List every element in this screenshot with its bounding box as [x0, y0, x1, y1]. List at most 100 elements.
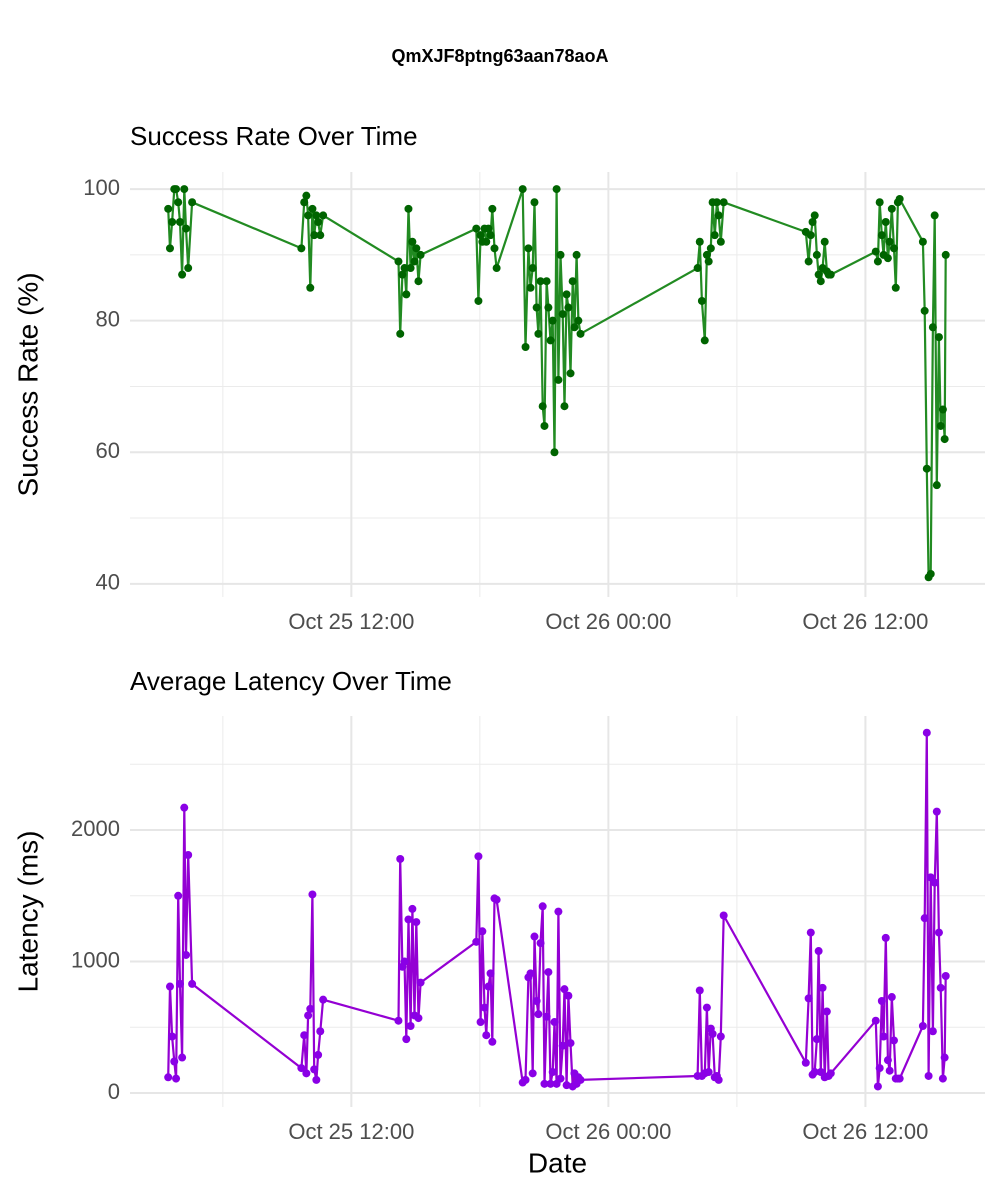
data-point	[472, 224, 481, 233]
data-point	[408, 904, 417, 913]
data-point	[822, 1007, 831, 1016]
data-point	[319, 995, 328, 1004]
data-point	[568, 277, 577, 286]
data-point	[558, 1041, 567, 1050]
data-point	[536, 939, 545, 948]
data-point	[412, 918, 421, 927]
data-point	[492, 895, 501, 904]
data-point	[716, 1032, 725, 1041]
data-point	[484, 982, 493, 991]
data-point	[170, 1057, 179, 1066]
data-point	[881, 218, 890, 226]
data-point	[818, 983, 827, 992]
data-point	[826, 270, 835, 279]
data-point	[319, 211, 328, 220]
data-point	[941, 972, 950, 981]
data-point	[871, 1016, 880, 1025]
data-point	[812, 250, 821, 259]
data-point	[532, 303, 541, 312]
data-point	[704, 1068, 713, 1077]
data-point	[474, 852, 483, 861]
panel-title: Success Rate Over Time	[130, 121, 418, 151]
data-point	[881, 933, 890, 942]
y-tick-label: 40	[96, 570, 120, 595]
data-point	[826, 1069, 835, 1078]
data-point	[302, 191, 311, 200]
data-point	[172, 1074, 181, 1083]
data-point	[704, 257, 713, 266]
data-point	[550, 448, 559, 457]
data-point	[885, 237, 894, 246]
data-point	[478, 927, 487, 936]
data-point	[302, 1069, 311, 1078]
data-point	[188, 198, 197, 207]
data-point	[820, 237, 829, 246]
data-point	[814, 270, 823, 279]
data-point	[542, 1012, 551, 1021]
data-point	[883, 254, 892, 263]
data-point	[180, 185, 189, 194]
data-point	[877, 996, 886, 1005]
data-point	[414, 277, 423, 286]
data-point	[476, 231, 485, 240]
data-point	[521, 1075, 530, 1084]
data-point	[804, 994, 813, 1003]
data-point	[552, 185, 561, 194]
data-point	[300, 198, 309, 207]
data-point	[564, 303, 573, 312]
data-point	[889, 244, 898, 253]
data-point	[492, 264, 501, 273]
data-point	[404, 915, 413, 924]
data-point	[938, 405, 947, 414]
data-point	[883, 1056, 892, 1065]
data-point	[410, 257, 419, 266]
data-point	[316, 1027, 325, 1036]
data-point	[546, 336, 555, 345]
data-point	[574, 316, 583, 325]
data-point	[572, 250, 581, 259]
panel-title: Average Latency Over Time	[130, 666, 452, 696]
data-point	[814, 947, 823, 956]
data-point	[924, 1071, 933, 1080]
data-point	[719, 911, 728, 920]
y-tick-label: 2000	[71, 816, 120, 841]
data-point	[542, 277, 551, 286]
data-point	[695, 237, 704, 246]
data-point	[548, 1068, 557, 1077]
data-point	[540, 421, 549, 430]
data-point	[928, 323, 937, 332]
y-axis-label: Latency (ms)	[12, 831, 43, 993]
data-point	[526, 969, 535, 978]
data-point	[530, 198, 539, 207]
data-point	[566, 1039, 575, 1048]
data-point	[871, 247, 880, 256]
data-point	[556, 1074, 565, 1083]
data-point	[714, 211, 723, 220]
data-point	[484, 224, 493, 233]
data-point	[528, 264, 537, 273]
data-point	[521, 343, 530, 351]
data-point	[808, 218, 817, 226]
data-point	[875, 1064, 884, 1073]
y-tick-label: 60	[96, 438, 120, 463]
data-point	[476, 1018, 485, 1027]
x-tick-label: Oct 26 12:00	[802, 609, 928, 634]
data-point	[406, 1021, 415, 1030]
x-tick-label: Oct 26 00:00	[545, 609, 671, 634]
data-point	[534, 329, 543, 338]
data-point	[416, 978, 425, 987]
data-point	[706, 244, 715, 253]
data-point	[168, 1032, 177, 1041]
data-point	[570, 323, 579, 332]
data-point	[534, 1010, 543, 1019]
data-point	[482, 237, 491, 246]
x-tick-label: Oct 25 12:00	[288, 609, 414, 634]
data-point	[562, 1081, 571, 1090]
data-point	[934, 928, 943, 937]
data-point	[889, 1036, 898, 1045]
data-point	[918, 237, 927, 246]
data-point	[693, 264, 702, 273]
data-point	[536, 277, 545, 286]
data-point	[416, 250, 425, 259]
x-tick-label: Oct 26 00:00	[545, 1119, 671, 1144]
